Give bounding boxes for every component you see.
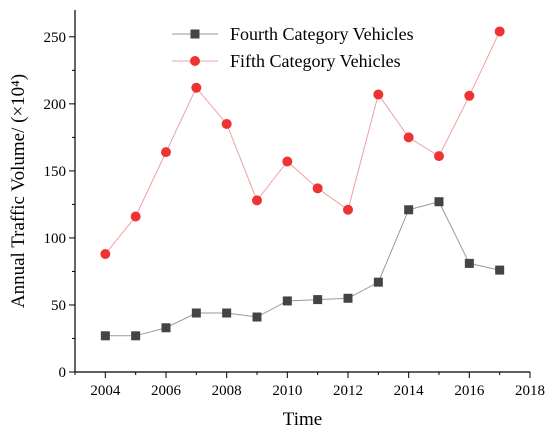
data-point (464, 258, 474, 268)
series-line-2 (104, 31, 501, 255)
data-point (161, 323, 171, 333)
legend-label: Fourth Category Vehicles (230, 24, 414, 44)
data-point (313, 295, 323, 305)
x-tick-label: 2018 (515, 383, 545, 399)
y-axis-title: Annual Traffic Volume/ (×10⁴) (8, 74, 29, 308)
data-point (252, 312, 262, 322)
data-point (252, 195, 262, 206)
legend-label: Fifth Category Vehicles (230, 51, 401, 71)
series-lines (104, 31, 501, 337)
data-point (403, 132, 414, 143)
series-markers (100, 26, 505, 341)
data-point (373, 89, 384, 100)
x-tick-label: 2006 (151, 383, 182, 399)
data-point (434, 197, 444, 207)
data-point (494, 26, 505, 37)
data-point (161, 147, 171, 158)
legend-item: Fourth Category Vehicles (172, 24, 414, 44)
data-point (221, 118, 232, 129)
series-line-1 (105, 201, 500, 337)
x-axis-ticks: 2004 2006 2008 2010 2012 2014 2016 2018 (74, 372, 545, 399)
data-point (343, 204, 353, 215)
data-point (191, 82, 202, 93)
legend-item: Fifth Category Vehicles (172, 51, 401, 71)
y-tick-label: 150 (44, 164, 67, 180)
data-point (495, 265, 505, 275)
x-tick-label: 2010 (272, 383, 302, 399)
data-point (434, 151, 444, 162)
data-point (100, 249, 111, 260)
x-tick-label: 2014 (394, 383, 425, 399)
data-point (373, 277, 383, 287)
legend-marker-square (190, 29, 200, 39)
y-tick-label: 100 (44, 231, 67, 247)
x-tick-label: 2004 (90, 383, 121, 399)
data-point (191, 308, 201, 318)
x-tick-label: 2012 (333, 383, 363, 399)
data-point (131, 331, 141, 341)
y-axis-ticks: 0 50 100 150 200 250 (44, 30, 75, 381)
data-point (404, 205, 414, 215)
x-tick-label: 2008 (212, 383, 242, 399)
x-axis-title: Time (283, 409, 322, 430)
legend: Fourth Category Vehicles Fifth Category V… (172, 24, 414, 71)
y-tick-label: 0 (59, 365, 67, 381)
y-tick-label: 50 (51, 298, 66, 314)
y-tick-label: 200 (44, 97, 67, 113)
data-point (464, 90, 475, 101)
legend-marker-circle (190, 56, 200, 66)
x-tick-label: 2016 (454, 383, 485, 399)
data-point (312, 183, 323, 194)
data-point (343, 293, 353, 303)
data-point (130, 211, 141, 222)
data-point (100, 331, 110, 341)
y-tick-label: 250 (44, 30, 67, 46)
data-point (282, 296, 292, 306)
data-point (222, 308, 232, 318)
data-point (282, 156, 293, 167)
